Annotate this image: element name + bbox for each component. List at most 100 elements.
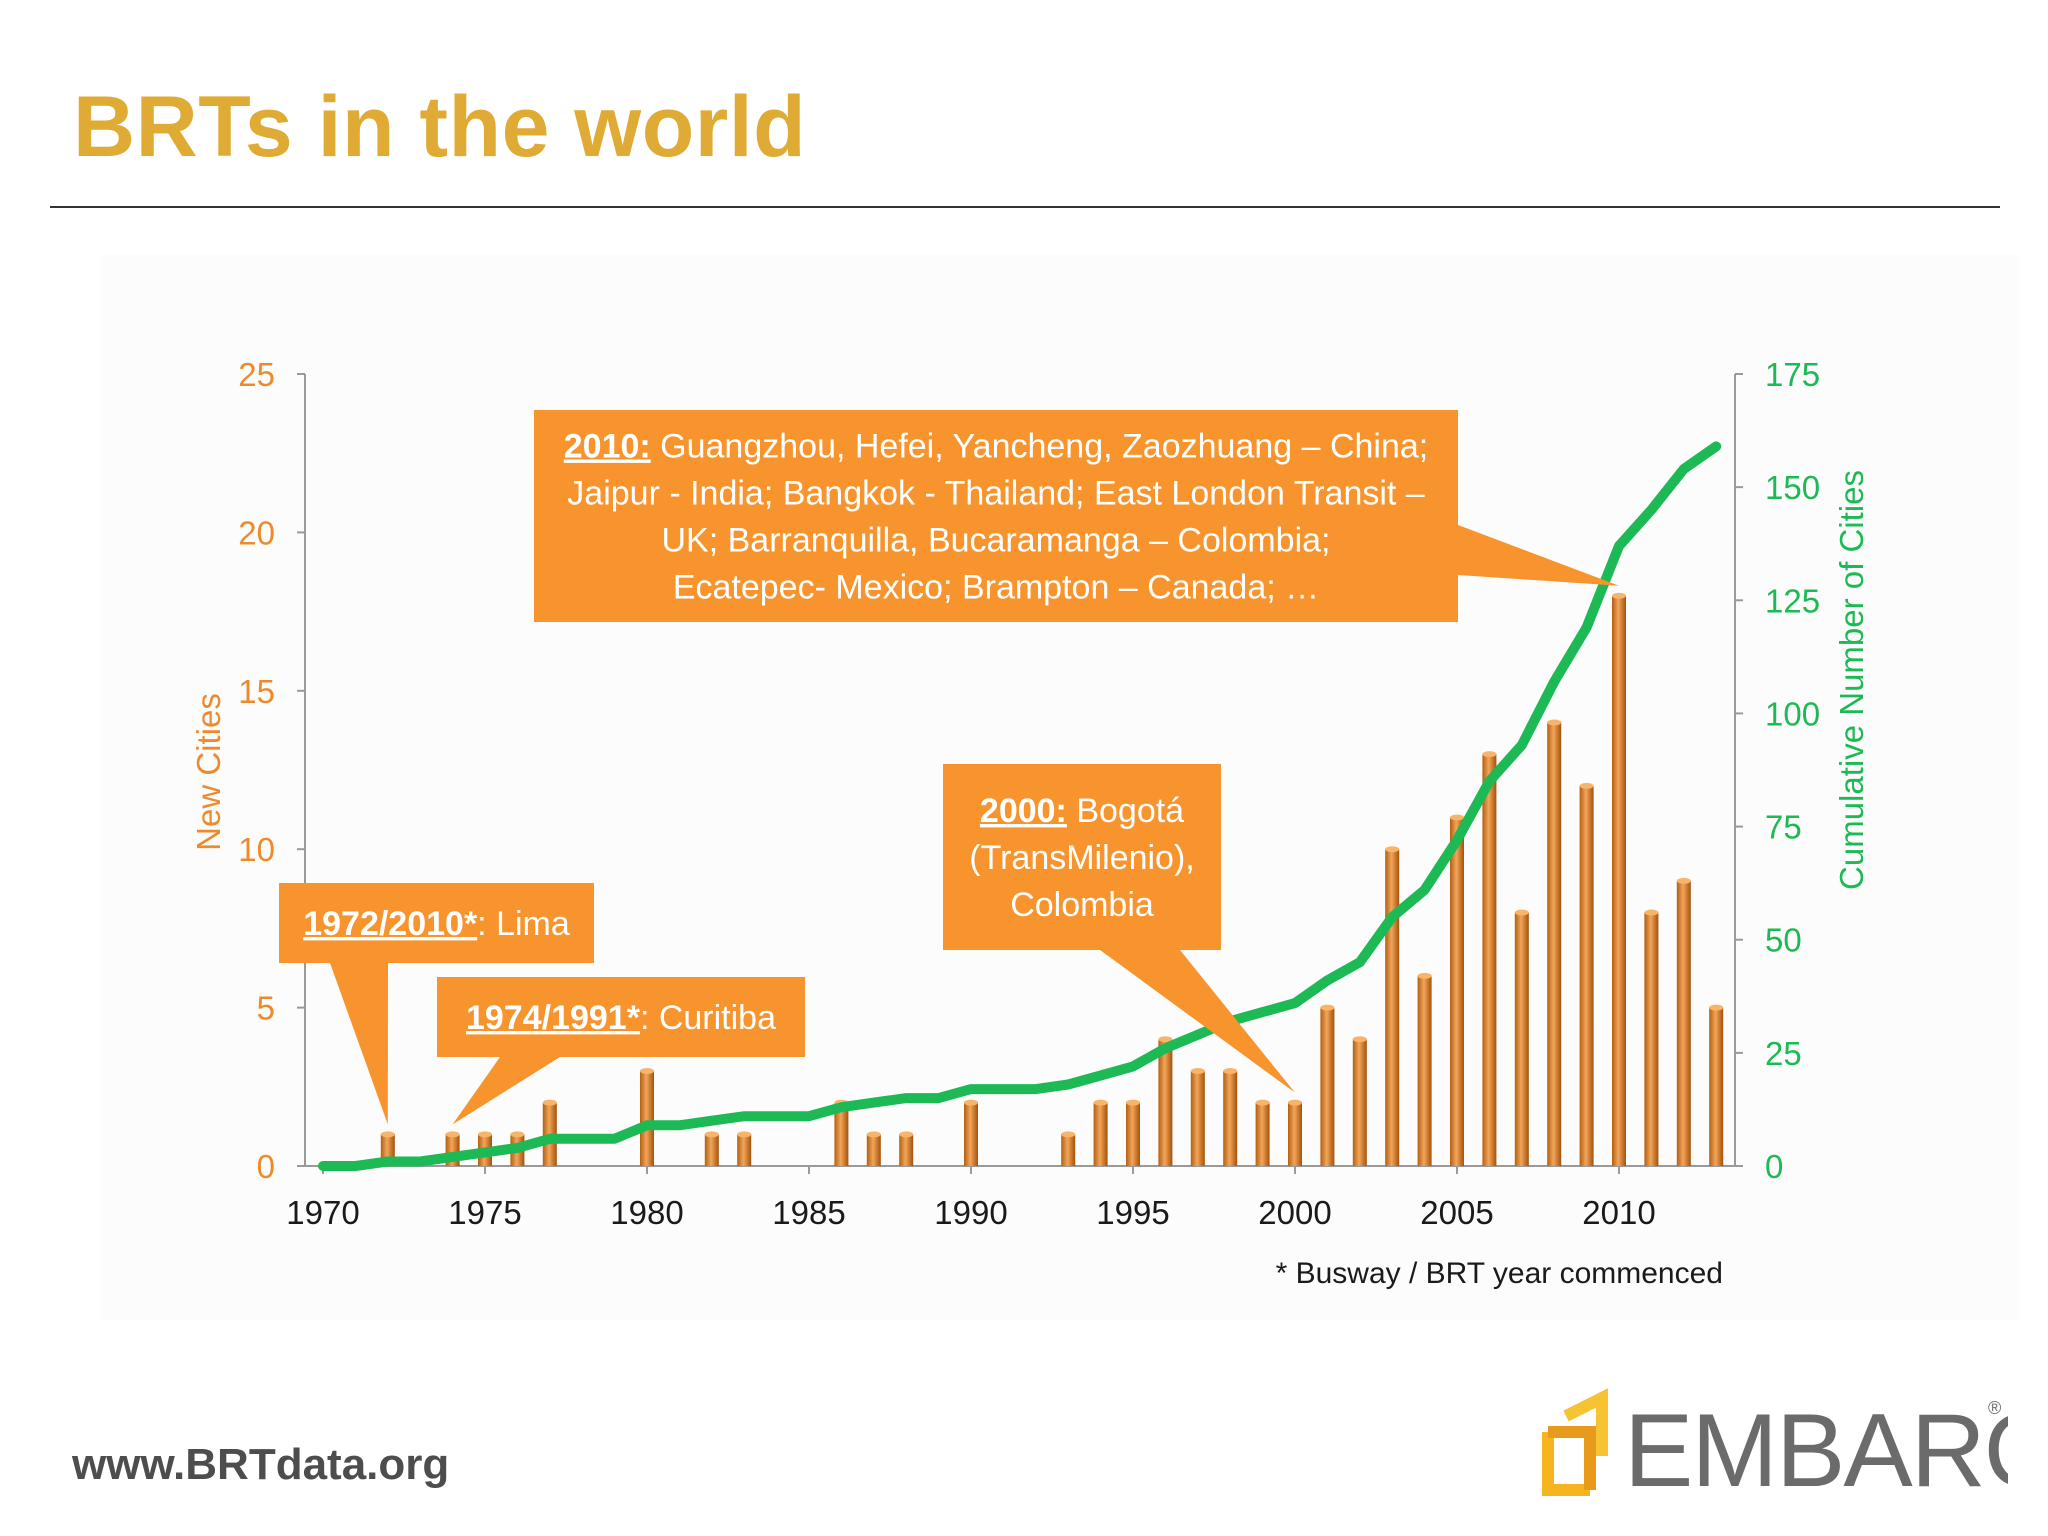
- y-tick-label: 0: [257, 1148, 275, 1185]
- callout-year: 2010:: [564, 428, 651, 466]
- callout-box: [279, 883, 594, 963]
- callout-line: Colombia: [1010, 886, 1154, 924]
- cumulative-line: [318, 441, 1722, 1171]
- callout-china: 2010: Guangzhou, Hefei, Yancheng, Zaozhu…: [534, 410, 1619, 622]
- embarq-mark-icon: [1542, 1388, 1608, 1496]
- x-tick-label: 1975: [448, 1194, 521, 1231]
- bar-cap: [1061, 1131, 1076, 1138]
- bar: [1352, 1039, 1367, 1166]
- bar-cap: [1417, 972, 1432, 979]
- bar: [640, 1070, 654, 1166]
- callout-curitiba: 1974/1991*: Curitiba: [437, 977, 805, 1125]
- y-tick-label: 20: [238, 514, 275, 551]
- callout-box: [437, 977, 805, 1057]
- bar-cap: [510, 1131, 525, 1138]
- chart-footnote: * Busway / BRT year commenced: [1276, 1257, 1723, 1290]
- bar: [899, 1134, 914, 1166]
- left-axis-title: New Cities: [190, 693, 227, 851]
- y-tick-label: 10: [238, 831, 275, 868]
- callout-lima: 1972/2010*: Lima: [279, 883, 594, 1125]
- bar: [1482, 754, 1497, 1166]
- callout-text: : Curitiba: [640, 999, 776, 1037]
- callout-text: : Lima: [477, 905, 570, 943]
- bar-cap: [1547, 719, 1562, 726]
- y2-tick-label: 25: [1765, 1035, 1802, 1072]
- y2-tick-label: 175: [1765, 356, 1820, 393]
- y2-tick-label: 50: [1765, 922, 1802, 959]
- bar-cap: [1320, 1004, 1335, 1011]
- bar-cap: [1644, 909, 1659, 916]
- x-tick-label: 1970: [286, 1194, 359, 1231]
- callout-box: [534, 410, 1458, 622]
- callout-line: 2010: Guangzhou, Hefei, Yancheng, Zaozhu…: [564, 428, 1429, 466]
- bar-cap: [1709, 1004, 1724, 1011]
- bar: [1676, 880, 1691, 1166]
- bar-cap: [1676, 877, 1691, 884]
- bar-cap: [964, 1099, 978, 1106]
- bar: [1255, 1102, 1270, 1166]
- embarq-logo: EMBARQ ®: [1542, 1388, 2008, 1504]
- bar: [1547, 722, 1562, 1166]
- bar-cap: [1385, 846, 1400, 853]
- y2-tick-label: 75: [1765, 809, 1802, 846]
- registered-mark: ®: [1988, 1398, 2001, 1418]
- x-tick-label: 2005: [1420, 1194, 1493, 1231]
- bar-cap: [1482, 751, 1497, 758]
- x-tick-label: 1985: [772, 1194, 845, 1231]
- bar-cap: [1223, 1067, 1238, 1074]
- bar: [1514, 912, 1529, 1166]
- bar: [1612, 595, 1626, 1166]
- callout-box: [943, 764, 1221, 950]
- bar-cap: [1514, 909, 1529, 916]
- callout-line: (TransMilenio),: [969, 839, 1194, 877]
- bar: [1223, 1070, 1238, 1166]
- callout-year: 1972/2010*: [303, 905, 478, 943]
- bar-cap: [899, 1131, 914, 1138]
- right-axis-title: Cumulative Number of Cities: [1833, 470, 1870, 890]
- bar: [1190, 1070, 1205, 1166]
- bar: [1579, 785, 1594, 1166]
- bar: [866, 1134, 881, 1166]
- bar-cap: [640, 1067, 654, 1074]
- y2-tick-label: 100: [1765, 695, 1820, 732]
- callout-text: Bogotá: [1067, 792, 1184, 830]
- bar-cap: [445, 1131, 460, 1138]
- bar-cap: [1612, 592, 1626, 599]
- y2-tick-label: 125: [1765, 582, 1820, 619]
- bar-cap: [1288, 1099, 1302, 1106]
- y-tick-label: 25: [238, 356, 275, 393]
- bar: [1093, 1102, 1108, 1166]
- brt-chart: 0 5 10 15 20 25 0 25 50 75 100 125 150 175 1970 1975 198…: [190, 356, 1870, 1290]
- y-tick-label: 15: [238, 673, 275, 710]
- x-tick-label: 2010: [1582, 1194, 1655, 1231]
- callout-line: 1974/1991*: Curitiba: [466, 999, 776, 1037]
- bar-cap: [1352, 1036, 1367, 1043]
- title-divider: [50, 206, 2000, 208]
- bar-cap: [1579, 782, 1594, 789]
- bar: [1288, 1102, 1302, 1166]
- bar: [1061, 1134, 1076, 1166]
- bar-cap: [380, 1131, 395, 1138]
- y2-tick-label: 0: [1765, 1148, 1783, 1185]
- bar: [1450, 817, 1464, 1166]
- bar-cap: [542, 1099, 557, 1106]
- bar-cap: [1450, 814, 1464, 821]
- callout-pointer: [1100, 950, 1295, 1093]
- x-tick-label: 1995: [1096, 1194, 1169, 1231]
- bar-cap: [1126, 1099, 1140, 1106]
- bar: [1126, 1102, 1140, 1166]
- bar: [1320, 1007, 1335, 1166]
- bar-cap: [1190, 1067, 1205, 1074]
- bar-cap: [1093, 1099, 1108, 1106]
- x-tick-label: 1990: [934, 1194, 1007, 1231]
- callout-line: Ecatepec- Mexico; Brampton – Canada; …: [673, 569, 1319, 607]
- bar: [834, 1102, 849, 1166]
- callout-pointer: [330, 963, 388, 1125]
- website-url[interactable]: www.BRTdata.org: [72, 1440, 450, 1489]
- callout-line: 2000: Bogotá: [980, 792, 1184, 830]
- bar-cap: [737, 1131, 752, 1138]
- bar: [964, 1102, 978, 1166]
- x-tick-label: 1980: [610, 1194, 683, 1231]
- logo-wordmark: EMBARQ: [1624, 1393, 2008, 1504]
- callout-bogota: 2000: Bogotá (TransMilenio), Colombia: [943, 764, 1295, 1093]
